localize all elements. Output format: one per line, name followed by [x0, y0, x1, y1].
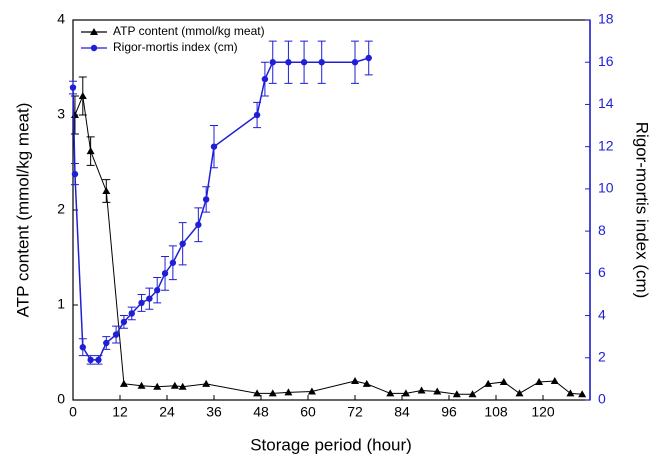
x-tick-label: 108: [484, 404, 508, 420]
data-point: [179, 240, 186, 247]
x-tick-label: 84: [394, 404, 410, 420]
x-tick-label: 120: [531, 404, 555, 420]
data-point: [269, 59, 276, 66]
data-point: [365, 54, 372, 62]
data-point: [103, 339, 110, 347]
data-point: [102, 187, 111, 194]
data-point: [120, 318, 128, 326]
data-point: [79, 344, 86, 351]
legend-label: Rigor-mortis index (cm): [113, 40, 238, 54]
y2-tick-label: 0: [598, 391, 606, 407]
data-point: [318, 59, 325, 66]
y2-tick-label: 10: [598, 180, 614, 196]
data-point: [161, 270, 169, 277]
x-tick-label: 48: [253, 404, 269, 420]
data-point: [112, 331, 120, 338]
data-point: [433, 387, 442, 395]
data-point: [253, 389, 262, 397]
data-point: [119, 379, 128, 387]
data-point: [87, 356, 94, 364]
data-point: [468, 390, 477, 398]
data-point: [307, 387, 316, 395]
data-point: [95, 356, 102, 364]
y2-tick-label: 2: [598, 348, 606, 364]
data-point: [153, 382, 162, 390]
y2-tick-label: 8: [598, 222, 606, 238]
data-point: [202, 196, 210, 203]
data-point: [386, 389, 395, 397]
data-point: [202, 379, 211, 387]
data-point: [401, 389, 410, 397]
y2-tick-label: 12: [598, 137, 614, 153]
data-point: [535, 377, 544, 385]
data-point: [578, 390, 587, 398]
data-point: [417, 386, 426, 394]
data-point: [86, 147, 95, 155]
data-point: [515, 389, 524, 397]
y2-tick-label: 6: [598, 264, 606, 280]
data-point: [484, 379, 493, 387]
data-point: [300, 59, 308, 66]
y2-tick-label: 18: [598, 11, 614, 27]
data-point: [154, 287, 161, 294]
x-tick-label: 12: [112, 404, 128, 420]
x-tick-label: 60: [300, 404, 316, 420]
y-tick-label: 4: [57, 11, 65, 27]
legend-label: ATP content (mmol/kg meat): [113, 24, 265, 38]
data-point: [71, 170, 79, 178]
data-point: [146, 295, 153, 302]
y2-tick-label: 14: [598, 95, 614, 111]
y-tick-label: 1: [57, 296, 65, 312]
x-tick-label: 36: [206, 404, 222, 420]
data-point: [284, 388, 293, 396]
data-point: [195, 221, 202, 228]
data-point: [178, 382, 187, 390]
x-axis-label: Storage period (hour): [250, 435, 412, 454]
data-point: [253, 111, 261, 119]
plot-frame: [72, 19, 591, 401]
series-line: [74, 94, 583, 395]
data-point: [285, 59, 292, 66]
legend-marker: [90, 44, 98, 52]
y-tick-label: 3: [57, 106, 65, 122]
data-point: [170, 381, 179, 389]
data-point: [566, 389, 575, 397]
y2-axis-label: Rigor-mortis index (cm): [633, 122, 652, 299]
x-tick-label: 24: [159, 404, 175, 420]
y-axis-label: ATP content (mmol/kg meat): [13, 103, 32, 318]
data-point: [137, 381, 146, 389]
data-point: [138, 299, 145, 307]
data-point: [351, 59, 359, 66]
y2-tick-label: 16: [598, 53, 614, 69]
data-point: [78, 92, 87, 99]
y-tick-label: 0: [57, 391, 65, 407]
y2-tick-label: 4: [598, 306, 606, 322]
data-point: [452, 390, 461, 398]
data-point: [550, 377, 559, 384]
data-point: [351, 377, 359, 384]
data-point: [169, 259, 177, 266]
legend-marker: [90, 28, 98, 35]
x-tick-label: 72: [347, 404, 363, 420]
data-point: [499, 377, 508, 385]
data-point: [128, 310, 135, 317]
x-tick-label: 96: [441, 404, 457, 420]
data-point: [210, 143, 218, 150]
data-point: [268, 389, 277, 397]
x-tick-label: 0: [69, 404, 77, 420]
data-point: [362, 379, 371, 387]
data-point: [261, 75, 269, 83]
data-point: [69, 84, 77, 91]
y-tick-label: 2: [57, 201, 65, 217]
